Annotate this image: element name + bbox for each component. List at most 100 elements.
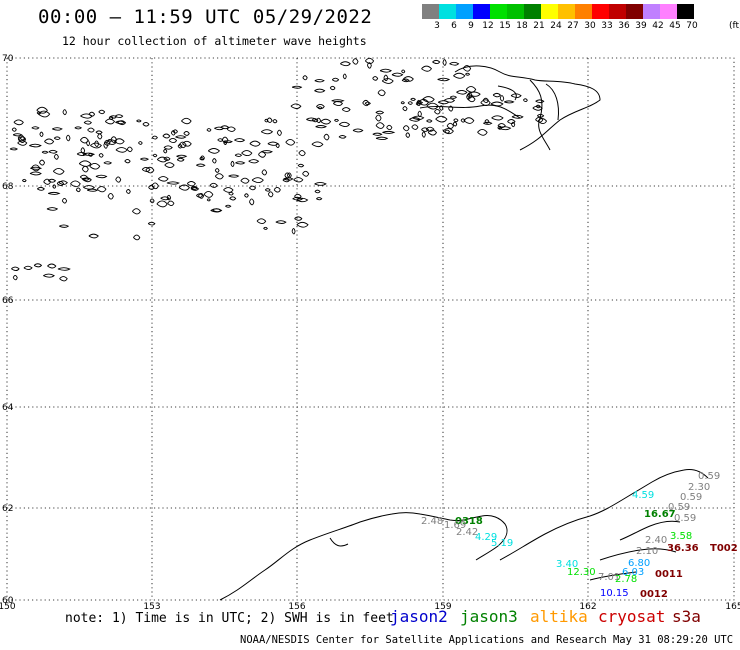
ice-fragment <box>453 118 459 123</box>
ice-fragment <box>352 128 364 133</box>
ice-fragment <box>87 188 99 192</box>
ice-fragment <box>83 185 96 190</box>
ice-fragment <box>21 178 27 183</box>
ice-fragment <box>249 140 261 147</box>
wave-height-label: 6.03 <box>622 567 644 578</box>
ice-fragment <box>256 218 267 225</box>
ice-fragment <box>251 177 264 184</box>
ice-fragment <box>36 106 48 114</box>
ice-fragment <box>275 143 280 149</box>
wave-height-label: 6.80 <box>628 558 650 569</box>
wave-height-label: 0.59 <box>680 492 702 503</box>
ice-fragment <box>214 168 220 173</box>
ice-fragment <box>59 276 68 282</box>
wave-height-label: 2.42 <box>456 527 478 538</box>
ice-fragment <box>88 233 99 239</box>
ice-fragment <box>132 208 141 215</box>
ice-fragment <box>323 133 330 141</box>
ice-fragment <box>449 95 458 99</box>
ice-fragment <box>402 125 410 132</box>
ice-fragment <box>214 173 224 180</box>
ice-fragment <box>364 101 371 106</box>
ice-fragment <box>89 162 101 170</box>
legend-label: 42 <box>652 21 664 31</box>
ice-fragment <box>12 133 23 137</box>
ice-fragment <box>87 127 95 133</box>
ice-fragment <box>426 102 439 110</box>
ice-fragment <box>206 198 211 202</box>
ice-fragment <box>442 59 447 66</box>
ice-fragment <box>291 85 303 89</box>
ice-fragment <box>352 58 359 65</box>
ice-fragment <box>90 142 102 149</box>
ice-fragment <box>141 166 151 172</box>
ice-fragment <box>490 101 504 107</box>
ice-fragment <box>133 234 141 241</box>
ice-fragment <box>535 99 545 104</box>
ice-fragment <box>275 220 287 224</box>
legend-swatch <box>626 4 643 19</box>
ice-fragment <box>386 124 393 131</box>
ice-fragment <box>11 127 17 132</box>
ice-fragment <box>115 120 126 125</box>
ice-fragment <box>223 140 233 144</box>
ice-fragment <box>107 193 114 200</box>
satellite-legend-cryosat: cryosat <box>598 607 666 626</box>
ice-fragment <box>267 141 279 146</box>
ice-fragment <box>511 121 516 128</box>
ice-fragment <box>375 136 389 141</box>
ice-fragment <box>145 166 155 174</box>
ice-fragment <box>142 121 150 127</box>
legend-label: 9 <box>468 21 474 31</box>
legend-swatch <box>592 4 609 19</box>
ice-fragment <box>31 126 40 130</box>
ice-fragment <box>168 138 178 144</box>
ice-fragment <box>362 99 370 107</box>
ice-fragment <box>511 114 524 119</box>
legend-swatch <box>677 4 694 19</box>
ice-fragment <box>11 266 20 271</box>
ice-fragment <box>176 157 185 162</box>
ice-fragment <box>98 109 106 115</box>
credit-line: NOAA/NESDIS Center for Satellite Applica… <box>240 634 740 646</box>
ice-fragment <box>212 158 217 164</box>
ice-fragment <box>79 136 89 144</box>
ice-fragment <box>52 184 57 189</box>
longitude-label: 153 <box>143 602 160 612</box>
ice-fragment <box>314 88 326 93</box>
ice-fragment <box>223 187 234 193</box>
ice-fragment <box>294 193 302 199</box>
ice-fragment <box>156 156 168 163</box>
ice-fragment <box>410 97 416 101</box>
ice-fragment <box>338 121 351 127</box>
ice-fragment <box>341 107 351 112</box>
ice-fragment <box>261 169 268 176</box>
ice-fragment <box>329 85 336 91</box>
ice-fragment <box>421 65 433 72</box>
ice-fragment <box>167 200 175 206</box>
ice-fragment <box>234 153 243 158</box>
ice-fragment <box>33 263 43 268</box>
ice-fragment <box>297 163 305 168</box>
legend-swatch <box>558 4 575 19</box>
ice-fragment <box>29 171 42 176</box>
ice-fragment <box>425 126 435 132</box>
longitude-label: 159 <box>434 602 451 612</box>
ice-fragment <box>43 178 52 185</box>
wave-height-label: 12.30 <box>567 567 596 578</box>
ice-fragment <box>248 159 260 164</box>
legend-swatch <box>541 4 558 19</box>
ice-fragment <box>147 221 156 226</box>
ice-fragment <box>209 182 218 188</box>
ice-fragment <box>240 177 250 184</box>
ice-fragment <box>311 141 324 148</box>
ice-fragment <box>163 156 171 161</box>
ice-fragment <box>29 143 42 148</box>
ice-fragment <box>444 129 451 134</box>
ice-fragment <box>421 127 429 132</box>
ice-fragment <box>151 135 158 140</box>
ice-fragment <box>258 151 267 158</box>
legend-label: 39 <box>635 21 647 31</box>
color-legend-labels: 3 6 9 12 15 18 21 24 27 30 33 36 39 42 45 70 <box>422 21 740 33</box>
ice-fragment <box>166 181 180 185</box>
